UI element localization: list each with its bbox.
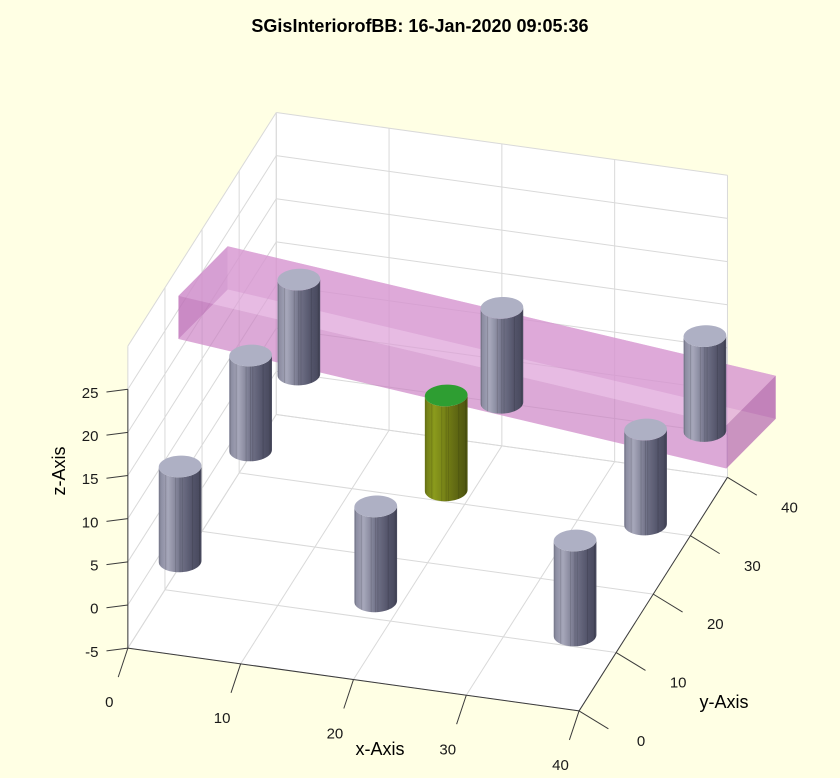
svg-text:15: 15 — [82, 471, 99, 488]
svg-text:40: 40 — [781, 499, 798, 516]
svg-text:10: 10 — [670, 675, 687, 692]
svg-text:20: 20 — [327, 726, 344, 743]
svg-text:30: 30 — [744, 558, 761, 575]
svg-text:z-Axis: z-Axis — [49, 447, 69, 496]
svg-text:25: 25 — [82, 385, 99, 402]
svg-text:40: 40 — [552, 757, 569, 774]
svg-text:20: 20 — [82, 428, 99, 445]
svg-text:10: 10 — [214, 710, 231, 727]
svg-text:x-Axis: x-Axis — [356, 739, 405, 759]
svg-text:5: 5 — [90, 558, 98, 575]
svg-text:0: 0 — [637, 733, 645, 750]
svg-text:10: 10 — [82, 514, 99, 531]
svg-text:0: 0 — [105, 694, 113, 711]
svg-text:-5: -5 — [85, 644, 98, 661]
svg-text:20: 20 — [707, 616, 724, 633]
svg-text:0: 0 — [90, 601, 98, 618]
svg-text:30: 30 — [439, 741, 456, 758]
svg-text:y-Axis: y-Axis — [700, 692, 749, 712]
